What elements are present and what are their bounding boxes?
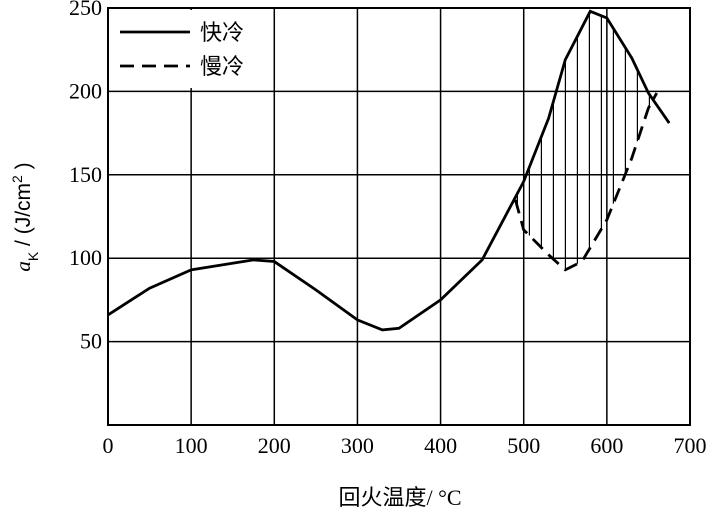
y-tick-label: 100 bbox=[69, 245, 102, 270]
x-tick-label: 0 bbox=[103, 433, 114, 458]
y-tick-label: 50 bbox=[80, 329, 102, 354]
y-tick-label: 200 bbox=[69, 78, 102, 103]
x-axis-label: 回火温度/ °C bbox=[338, 485, 461, 510]
series-line bbox=[514, 92, 658, 272]
x-tick-label: 400 bbox=[424, 433, 457, 458]
y-tick-label: 150 bbox=[69, 162, 102, 187]
y-axis-label: aK / (J/cm2 ) bbox=[9, 162, 41, 271]
y-label-close: ) bbox=[12, 162, 35, 175]
x-tick-label: 200 bbox=[258, 433, 291, 458]
legend-label: 快冷 bbox=[200, 21, 244, 46]
y-label-superscript: 2 bbox=[9, 175, 25, 183]
x-tick-label: 300 bbox=[341, 433, 374, 458]
x-tick-label: 500 bbox=[507, 433, 540, 458]
y-label-unit: / (J/cm bbox=[12, 183, 35, 252]
y-label-subscript: K bbox=[25, 251, 41, 261]
x-tick-label: 700 bbox=[674, 433, 707, 458]
plot-frame bbox=[107, 7, 691, 426]
y-tick-label: 250 bbox=[69, 0, 102, 20]
legend-box bbox=[110, 10, 270, 88]
series-line bbox=[107, 9, 671, 332]
x-tick-label: 600 bbox=[590, 433, 623, 458]
y-label-symbol: a bbox=[11, 261, 35, 272]
x-tick-label: 100 bbox=[175, 433, 208, 458]
legend-label: 慢冷 bbox=[200, 55, 244, 80]
